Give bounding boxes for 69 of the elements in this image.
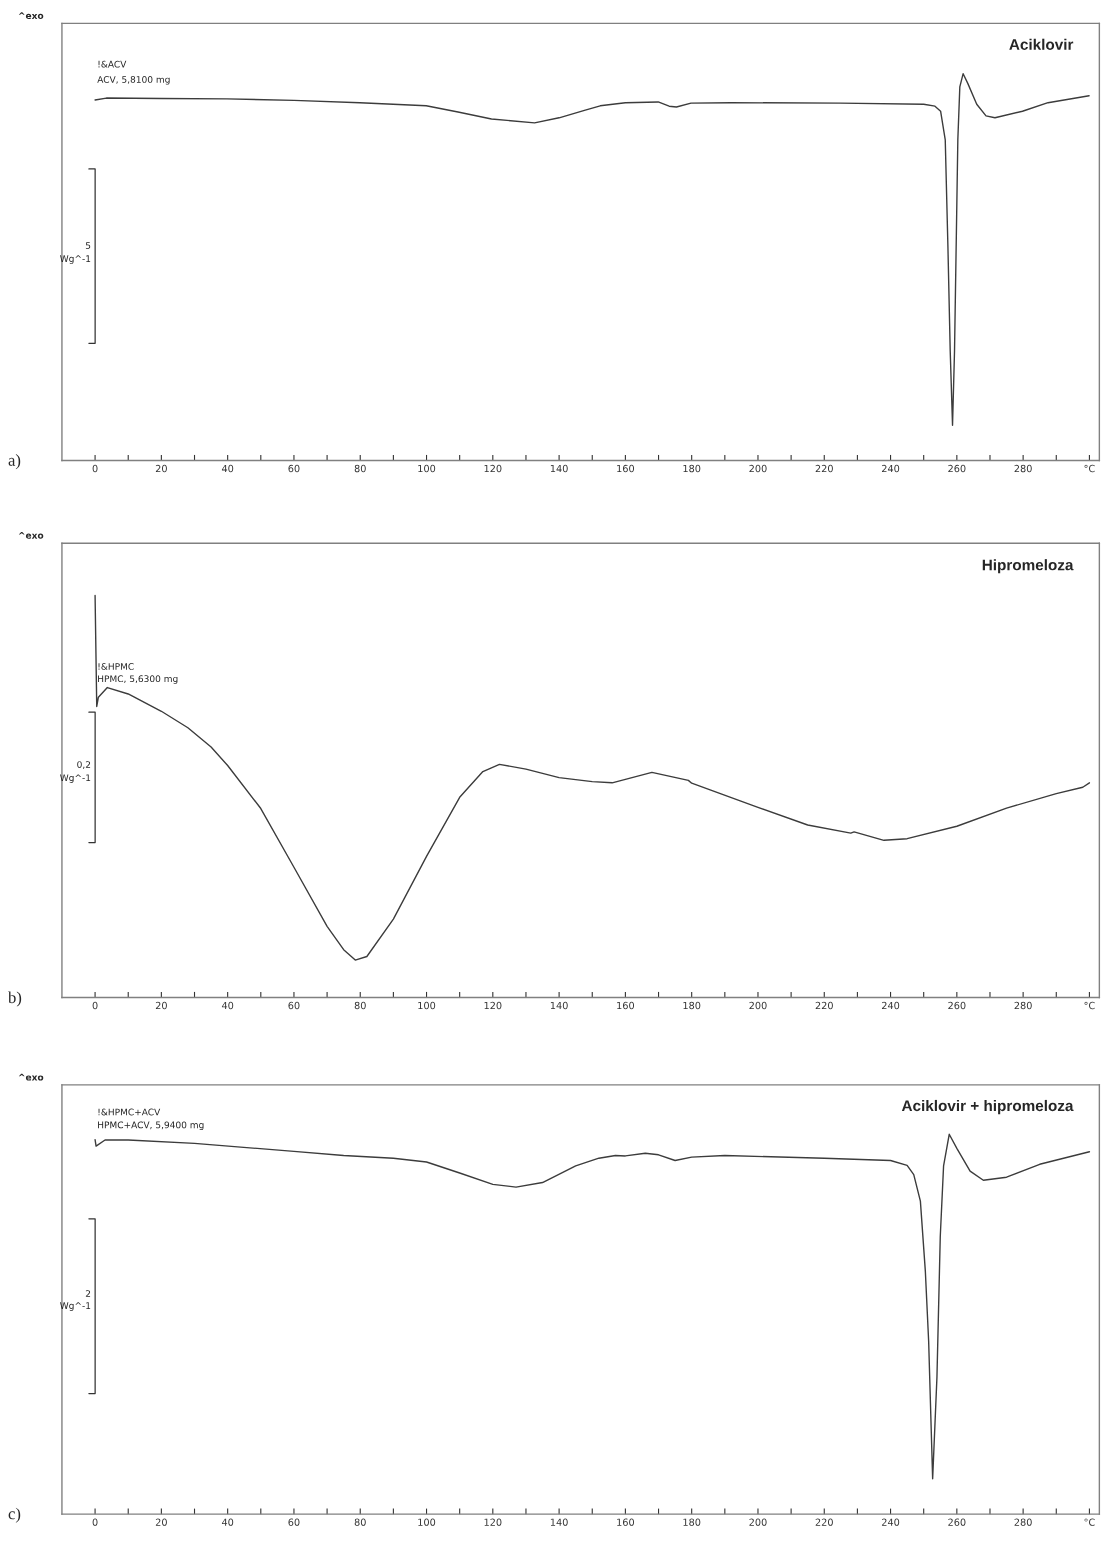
text: ^exo <box>18 532 44 539</box>
x-tick-label: 200 <box>749 464 767 473</box>
x-tick-label: 80 <box>354 1518 366 1526</box>
x-tick-label: 260 <box>948 1001 966 1010</box>
x-tick-label: 60 <box>288 1518 300 1526</box>
x-tick-label: 120 <box>484 464 502 473</box>
text: c) <box>8 1507 21 1523</box>
x-tick-label: 180 <box>683 464 701 473</box>
chart-title: Hipromeloza <box>982 559 1074 574</box>
x-tick-label: 280 <box>1014 464 1032 473</box>
x-tick-label: 100 <box>418 1518 436 1526</box>
text: !&HPMC+ACV <box>98 1108 161 1116</box>
chart-title: Aciklovir <box>1009 38 1074 50</box>
text: !&ACV <box>98 60 127 68</box>
annotation: Wg^-1 <box>60 774 91 783</box>
x-tick-label: 280 <box>1014 1001 1032 1010</box>
annotation: 0,2 <box>77 761 91 769</box>
x-tick-label: 220 <box>815 464 833 473</box>
x-tick-label: 120 <box>484 1001 502 1010</box>
x-tick-label: 200 <box>749 1001 767 1010</box>
x-tick-label: °C <box>1084 1518 1095 1526</box>
x-tick-label: 180 <box>683 1518 701 1526</box>
annotation: Wg^-1 <box>60 255 91 264</box>
annotation: 5 <box>85 242 91 249</box>
annotation: 2 <box>85 1290 91 1297</box>
x-tick-label: 80 <box>354 464 366 473</box>
chart-title: Aciklovir + hipromeloza <box>901 1099 1074 1115</box>
annotation: HPMC, 5,6300 mg <box>98 675 178 684</box>
annotation: ACV, 5,8100 mg <box>97 76 170 85</box>
x-tick-label: 240 <box>881 464 900 473</box>
x-tick-label: 0 <box>92 1518 98 1526</box>
x-tick-label: °C <box>1084 1001 1095 1010</box>
x-tick-label: 140 <box>550 1001 568 1010</box>
x-tick-label: 260 <box>948 1518 966 1526</box>
x-tick-label: 20 <box>155 464 167 473</box>
x-tick-label: 140 <box>550 1518 568 1526</box>
x-tick-label: °C <box>1084 464 1095 473</box>
x-tick-label: 40 <box>221 1518 234 1526</box>
x-tick-label: 60 <box>288 464 300 473</box>
x-tick-label: 220 <box>815 1518 833 1526</box>
x-tick-label: 240 <box>881 1518 900 1526</box>
x-tick-label: 280 <box>1014 1518 1032 1526</box>
x-tick-label: 260 <box>948 464 966 473</box>
x-tick-label: 60 <box>288 1001 300 1010</box>
text: HPMC+ACV, 5,9400 mg <box>98 1121 204 1131</box>
text: a) <box>8 454 21 470</box>
x-tick-label: 160 <box>617 464 635 473</box>
x-tick-label: 120 <box>484 1518 502 1526</box>
x-tick-label: 0 <box>92 464 98 473</box>
x-tick-label: 200 <box>749 1518 767 1526</box>
x-tick-label: 20 <box>155 1518 167 1526</box>
annotation: Wg^-1 <box>60 1302 91 1311</box>
text: b) <box>7 991 22 1007</box>
x-tick-label: 180 <box>683 1001 701 1010</box>
x-tick-label: 40 <box>221 1001 234 1010</box>
x-tick-label: 220 <box>815 1001 833 1010</box>
x-tick-label: 140 <box>550 464 568 473</box>
x-tick-label: 240 <box>881 1001 900 1010</box>
x-tick-label: 160 <box>617 1518 635 1526</box>
x-tick-label: 20 <box>155 1001 167 1010</box>
x-tick-label: 160 <box>617 1001 635 1010</box>
x-tick-label: 100 <box>418 1001 436 1010</box>
text: ^exo <box>18 12 44 20</box>
x-tick-label: 100 <box>418 464 436 473</box>
annotation: !&HPMC <box>98 663 134 670</box>
x-tick-label: 0 <box>92 1001 98 1010</box>
x-tick-label: 40 <box>221 464 234 473</box>
text: ^exo <box>18 1073 44 1081</box>
x-tick-label: 80 <box>354 1001 366 1010</box>
